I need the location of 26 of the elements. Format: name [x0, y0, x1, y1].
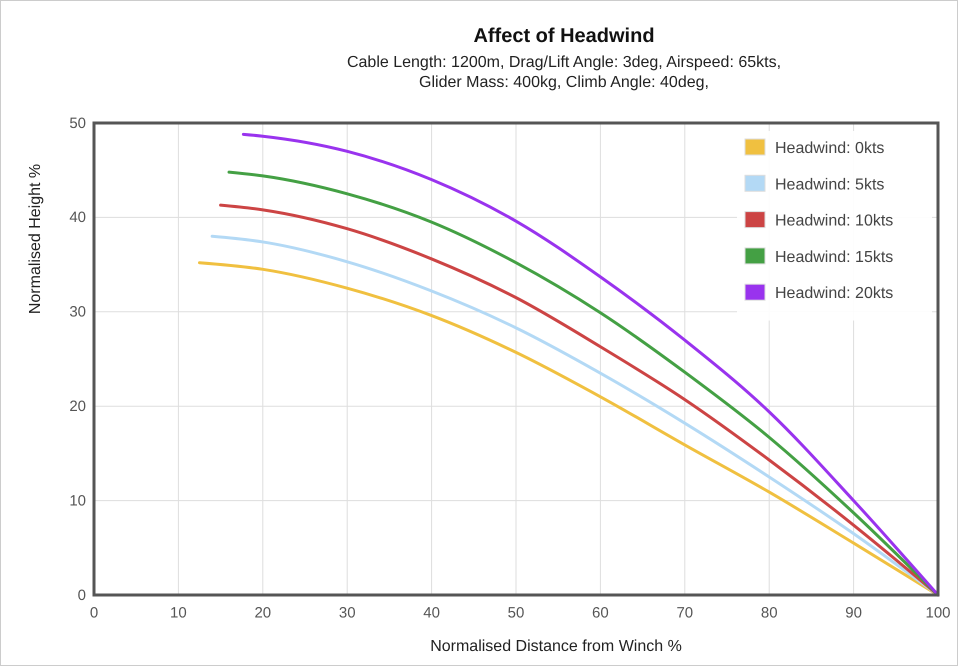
x-tick-label: 0	[90, 604, 98, 622]
x-tick-label: 40	[423, 604, 440, 622]
x-tick-label: 30	[338, 604, 356, 622]
x-tick-label: 80	[760, 604, 778, 622]
x-tick-label: 60	[592, 604, 609, 622]
x-tick-label: 70	[676, 604, 694, 622]
x-axis-title: Normalised Distance from Winch %	[430, 638, 682, 655]
x-tick-label: 100	[925, 604, 951, 622]
y-tick-label: 0	[78, 586, 86, 604]
legend-label: Headwind: 10kts	[775, 212, 894, 230]
y-tick-label: 50	[69, 114, 86, 132]
x-tick-label: 20	[254, 604, 272, 622]
x-tick-label: 10	[170, 604, 187, 622]
y-tick-label: 40	[69, 209, 86, 226]
legend-label: Headwind: 5kts	[775, 176, 884, 194]
x-tick-label: 50	[508, 604, 524, 622]
y-tick-label: 20	[69, 398, 86, 415]
legend-label: Headwind: 15kts	[775, 248, 894, 266]
x-tick-label: 90	[845, 604, 862, 622]
chart-title: Affect of Headwind	[473, 25, 655, 47]
y-axis-title: Normalised Height %	[27, 164, 44, 314]
legend-label: Headwind: 0kts	[775, 140, 884, 157]
legend-label: Headwind: 20kts	[775, 285, 894, 302]
chart-subtitle: Cable Length: 1200m, Drag/Lift Angle: 3deg, Airspeed: 65kts, Glider Mass: 400kg, Climb Angle: 40deg,	[346, 54, 782, 91]
y-tick-label: 10	[69, 492, 86, 510]
y-tick-label: 30	[69, 304, 86, 321]
